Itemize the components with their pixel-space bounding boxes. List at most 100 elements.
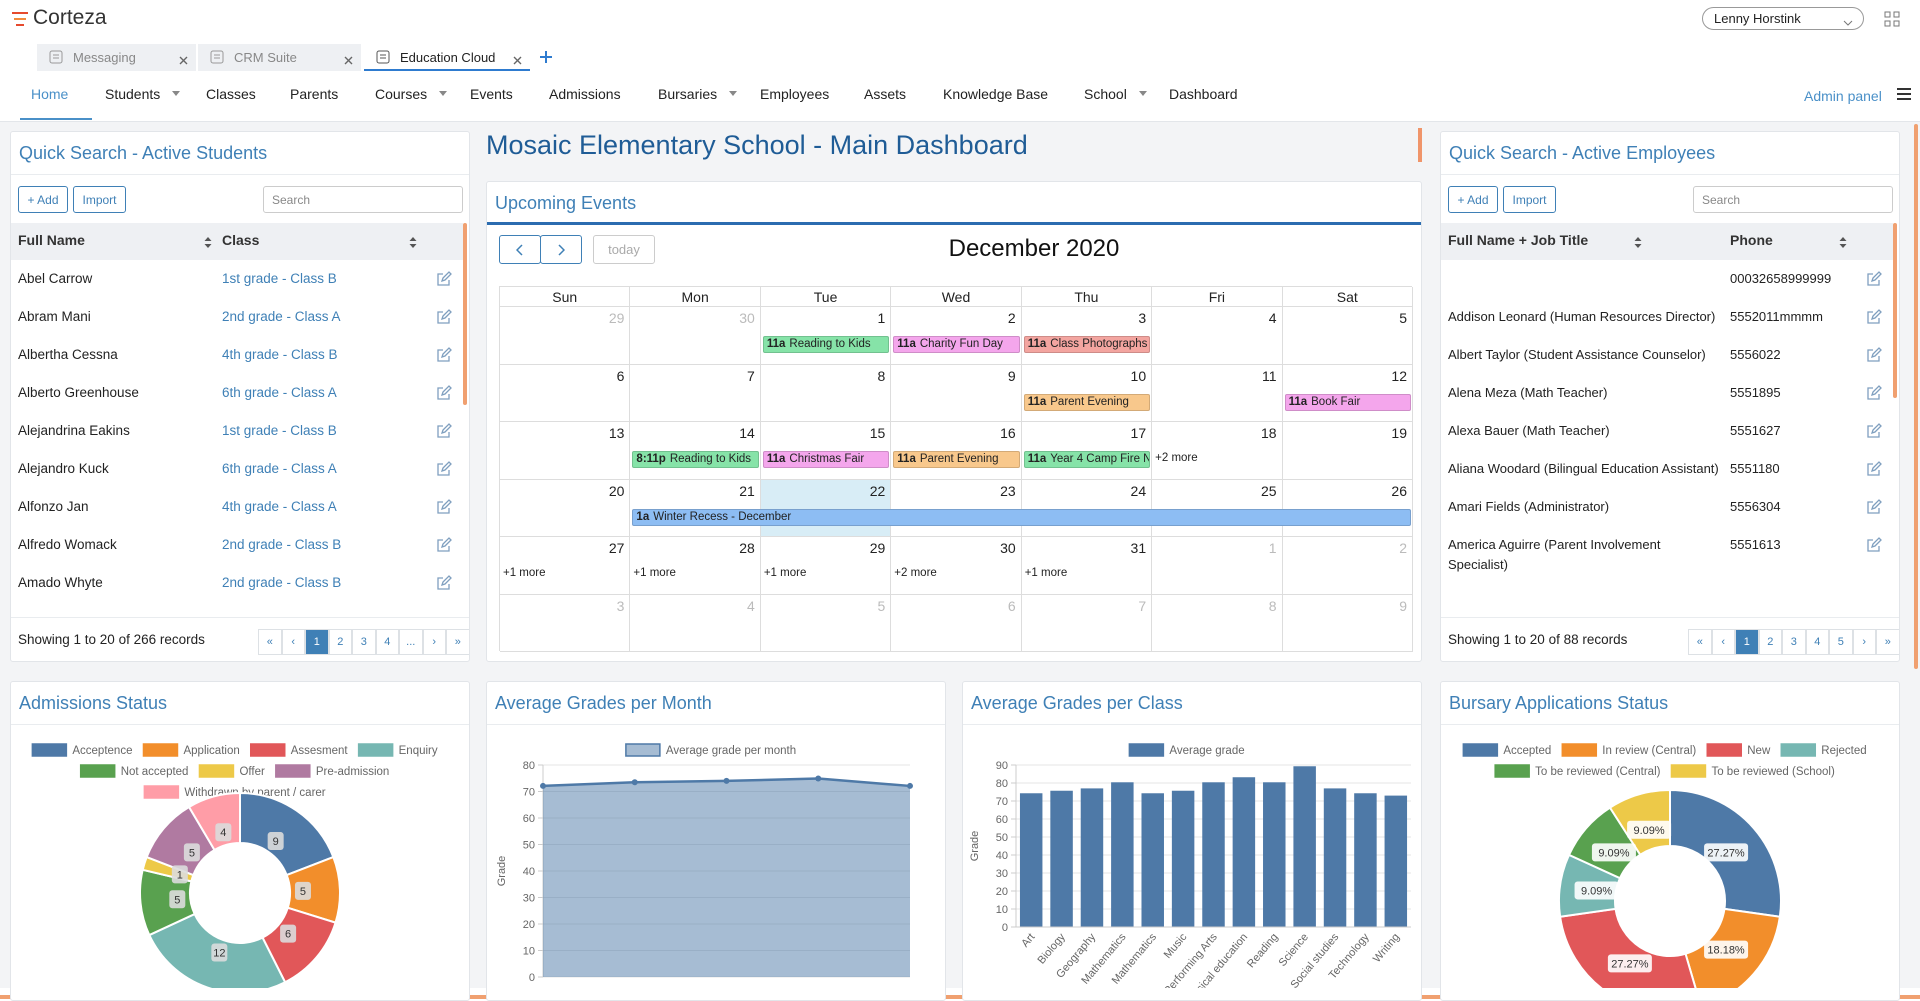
- event[interactable]: 11a Parent Evening: [1023, 393, 1151, 411]
- today-button[interactable]: today: [593, 235, 655, 264]
- more-link[interactable]: +2 more: [894, 567, 937, 579]
- day-cell[interactable]: 24: [1021, 479, 1153, 537]
- event[interactable]: 11a Reading to Kids: [762, 336, 890, 353]
- edit-icon[interactable]: [1866, 461, 1882, 483]
- button[interactable]: Import: [73, 186, 126, 213]
- nav-item[interactable]: Students: [105, 86, 181, 102]
- pager-button[interactable]: ›: [1852, 629, 1876, 655]
- pager-button[interactable]: ›: [422, 629, 446, 655]
- nav-item[interactable]: Knowledge Base: [943, 86, 1048, 102]
- apps-icon[interactable]: [1884, 11, 1900, 27]
- search-input[interactable]: Search: [1693, 186, 1893, 213]
- pager-button[interactable]: ‹: [1711, 629, 1735, 655]
- pager-button[interactable]: ...: [399, 629, 423, 655]
- nav-item[interactable]: Employees: [760, 86, 829, 102]
- day-cell[interactable]: 23: [891, 479, 1022, 537]
- pager-button[interactable]: «: [1688, 629, 1712, 655]
- edit-icon[interactable]: [436, 347, 452, 369]
- nav-item[interactable]: Events: [470, 86, 513, 102]
- sort-icon[interactable]: [1839, 236, 1847, 254]
- second-cell[interactable]: 2nd grade - Class B: [222, 537, 342, 552]
- edit-icon[interactable]: [1866, 347, 1882, 369]
- nav-item[interactable]: Bursaries: [658, 86, 738, 102]
- second-cell[interactable]: 4th grade - Class A: [222, 499, 337, 514]
- more-link[interactable]: +1 more: [633, 567, 676, 579]
- edit-icon[interactable]: [436, 423, 452, 445]
- user-menu[interactable]: Lenny Horstink: [1702, 7, 1864, 30]
- day-cell[interactable]: 14: [630, 422, 761, 480]
- day-cell[interactable]: 31: [1021, 537, 1153, 595]
- day-cell[interactable]: 18: [1152, 422, 1283, 480]
- pager-button[interactable]: 1: [305, 629, 329, 655]
- day-cell[interactable]: 21: [630, 479, 761, 537]
- day-cell[interactable]: 8: [1152, 594, 1283, 652]
- day-cell[interactable]: 6: [891, 594, 1022, 652]
- event[interactable]: 11a Parent Evening: [893, 451, 1020, 468]
- event[interactable]: 11a Book Fair: [1284, 393, 1411, 411]
- day-cell[interactable]: 20: [500, 479, 631, 537]
- edit-icon[interactable]: [436, 309, 452, 331]
- prev-button[interactable]: [499, 235, 541, 264]
- column-header[interactable]: Phone: [1730, 232, 1773, 248]
- nav-item[interactable]: Home: [31, 86, 68, 102]
- edit-icon[interactable]: [1866, 423, 1882, 445]
- pager-button[interactable]: »: [1876, 629, 1899, 655]
- menu-icon[interactable]: [1897, 88, 1911, 100]
- button[interactable]: + Add: [18, 186, 68, 213]
- edit-icon[interactable]: [436, 271, 452, 293]
- day-cell[interactable]: 5: [760, 594, 892, 652]
- second-cell[interactable]: 2nd grade - Class B: [222, 575, 342, 590]
- day-cell[interactable]: 12: [1282, 364, 1413, 422]
- column-header[interactable]: Full Name: [18, 232, 85, 248]
- day-cell[interactable]: 19: [1282, 422, 1413, 480]
- event[interactable]: 11a Class Photographs: [1023, 336, 1151, 353]
- bottom-scrollbar[interactable]: [0, 995, 1920, 999]
- pager-button[interactable]: 3: [1782, 629, 1806, 655]
- edit-icon[interactable]: [1866, 309, 1882, 331]
- more-link[interactable]: +1 more: [503, 567, 546, 579]
- event[interactable]: 1a Winter Recess - December: [632, 508, 1411, 526]
- nav-item[interactable]: Admissions: [549, 86, 621, 102]
- event[interactable]: 8:11p Reading to Kids: [632, 451, 759, 468]
- pager-button[interactable]: 4: [375, 629, 399, 655]
- more-link[interactable]: +2 more: [1155, 452, 1198, 464]
- day-cell[interactable]: 2: [1282, 537, 1413, 595]
- day-cell[interactable]: 26: [1282, 479, 1413, 537]
- tab-close[interactable]: [512, 53, 523, 71]
- event[interactable]: 11a Christmas Fair: [762, 451, 890, 468]
- day-cell[interactable]: 1: [1152, 537, 1283, 595]
- day-cell[interactable]: 28: [630, 537, 761, 595]
- day-cell[interactable]: 27: [500, 537, 631, 595]
- sort-icon[interactable]: [1634, 236, 1642, 254]
- edit-icon[interactable]: [1866, 385, 1882, 407]
- edit-icon[interactable]: [436, 385, 452, 407]
- button[interactable]: Import: [1503, 186, 1556, 213]
- admin-panel-link[interactable]: Admin panel: [1804, 88, 1882, 104]
- pager-button[interactable]: ‹: [281, 629, 305, 655]
- next-button[interactable]: [540, 235, 582, 264]
- day-cell[interactable]: 29: [760, 537, 892, 595]
- pager-button[interactable]: 5: [1829, 629, 1853, 655]
- app-tab[interactable]: Education Cloud: [364, 44, 530, 71]
- second-cell[interactable]: 1st grade - Class B: [222, 423, 337, 438]
- edit-icon[interactable]: [436, 537, 452, 559]
- sort-icon[interactable]: [204, 236, 212, 254]
- day-cell[interactable]: 7: [630, 364, 761, 422]
- pager-button[interactable]: 3: [352, 629, 376, 655]
- day-cell[interactable]: 16: [891, 422, 1022, 480]
- day-cell[interactable]: 30: [891, 537, 1022, 595]
- more-link[interactable]: +1 more: [763, 567, 807, 579]
- pager-button[interactable]: 2: [328, 629, 352, 655]
- pager-button[interactable]: »: [446, 629, 469, 655]
- pager-button[interactable]: 4: [1805, 629, 1829, 655]
- nav-item[interactable]: Assets: [864, 86, 906, 102]
- second-cell[interactable]: 1st grade - Class B: [222, 271, 337, 286]
- sort-icon[interactable]: [409, 236, 417, 254]
- page-scrollbar[interactable]: [1914, 124, 1918, 669]
- edit-icon[interactable]: [436, 499, 452, 521]
- button[interactable]: + Add: [1448, 186, 1498, 213]
- day-cell[interactable]: 4: [1152, 307, 1283, 365]
- second-cell[interactable]: 4th grade - Class B: [222, 347, 338, 362]
- nav-item[interactable]: Parents: [290, 86, 338, 102]
- day-cell[interactable]: 8: [760, 364, 892, 422]
